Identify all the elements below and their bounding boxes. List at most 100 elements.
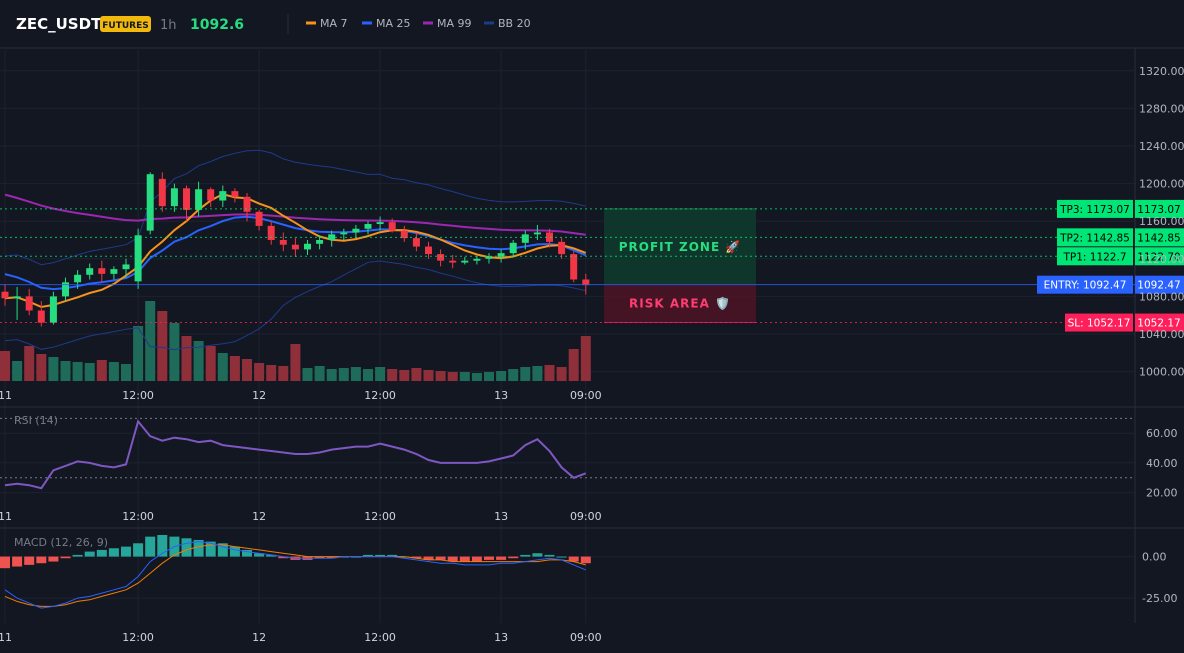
macd-histogram-bar xyxy=(0,556,10,569)
time-tick-label: 12 xyxy=(252,631,266,644)
candle-body xyxy=(195,189,203,210)
volume-bar xyxy=(121,364,131,381)
volume-bar xyxy=(508,369,519,381)
volume-bar xyxy=(459,372,470,381)
volume-bar xyxy=(278,366,289,381)
volume-bar xyxy=(84,363,95,381)
candle-body xyxy=(400,230,408,239)
price-tick-label: 1120.00 xyxy=(1139,253,1184,266)
macd-histogram-bar xyxy=(193,539,204,557)
volume-bar xyxy=(338,368,349,381)
bb-upper-line xyxy=(4,149,586,266)
price-axis-tag-label: 1122.70 xyxy=(1137,251,1180,263)
macd-histogram-bar xyxy=(326,556,337,559)
candle-body xyxy=(485,256,493,259)
price-levels: TP3: 1173.07 1173.07 TP2: 1142.85 1142.85 TP… xyxy=(0,199,1184,332)
price-axis-tag-tp1 xyxy=(1135,247,1184,266)
macd-histogram-bar xyxy=(278,556,289,559)
candle-body xyxy=(291,244,299,250)
last-price: 1092.6 xyxy=(190,17,244,33)
volume-bar xyxy=(254,363,265,381)
macd-histogram-bar xyxy=(580,556,591,564)
time-axis-1: 11 12:00 12 12:00 13 09:00 xyxy=(0,510,602,523)
volume-bar xyxy=(108,362,119,381)
volume-bar xyxy=(72,362,83,381)
symbol-name[interactable]: ZEC_USDT xyxy=(16,15,102,33)
macd-histogram-bar xyxy=(229,546,240,557)
price-axis-tag-entry xyxy=(1135,275,1184,294)
volume-bar xyxy=(217,353,228,381)
legend-label[interactable]: MA 25 xyxy=(376,17,411,30)
macd-histogram-bar xyxy=(145,536,156,557)
candle-body xyxy=(219,191,227,201)
candle-body xyxy=(352,228,360,233)
candle-body xyxy=(509,242,517,254)
interval-label[interactable]: 1h xyxy=(160,18,177,33)
time-tick-label: 12:00 xyxy=(122,510,154,523)
volume-bar xyxy=(133,326,144,381)
candle-body xyxy=(449,260,457,263)
volume-bar xyxy=(36,354,47,381)
candle-body xyxy=(412,238,420,247)
time-tick-label: 09:00 xyxy=(570,510,602,523)
volume-bar xyxy=(520,367,531,381)
volume-bar xyxy=(157,311,168,381)
candle-body xyxy=(13,296,21,299)
volume-bar xyxy=(580,336,591,381)
candle-body xyxy=(170,188,178,207)
profit-zone xyxy=(604,208,756,285)
candle-body xyxy=(437,254,445,261)
volume-bar xyxy=(532,366,543,381)
price-tick-label: 1040.00 xyxy=(1139,328,1184,341)
candle-body xyxy=(74,274,82,283)
macd-histogram-bar xyxy=(423,556,434,560)
macd-histogram-bar xyxy=(48,556,59,562)
macd-histogram-bar xyxy=(96,549,107,557)
time-tick-label: 12:00 xyxy=(364,510,396,523)
volume-bar xyxy=(350,367,361,381)
macd-histogram-bar xyxy=(266,554,277,557)
legend-label[interactable]: MA 99 xyxy=(437,17,472,30)
volume-bar xyxy=(496,371,507,381)
price-tick-label: 1240.00 xyxy=(1139,140,1184,153)
volume-bar xyxy=(435,371,446,381)
level-tag-tp1 xyxy=(1057,247,1133,266)
level-tag-label: TP2: 1142.85 xyxy=(1059,232,1130,244)
time-axis-0: 11 12:00 12 12:00 13 09:00 xyxy=(0,389,602,402)
profit-zone-label: PROFIT ZONE 🚀 xyxy=(619,240,742,254)
time-tick-label: 11 xyxy=(0,510,12,523)
macd-histogram-bar xyxy=(157,534,168,557)
candle-body xyxy=(243,196,251,212)
time-axis-2: 11 12:00 12 12:00 13 09:00 xyxy=(0,631,602,644)
rsi-line xyxy=(4,419,587,490)
macd-pane: MACD (12, 26, 9) 0.00 -25.00 xyxy=(0,534,1177,609)
price-tick-label: 1200.00 xyxy=(1139,178,1184,191)
candle-body xyxy=(497,253,505,257)
time-tick-label: 09:00 xyxy=(570,631,602,644)
macd-histogram-bar xyxy=(484,556,494,560)
macd-histogram-bar xyxy=(205,541,216,557)
candle-body xyxy=(304,243,311,250)
price-tick-label: 1160.00 xyxy=(1139,215,1184,228)
candle-body xyxy=(231,191,239,197)
candle-body xyxy=(122,264,130,270)
volume-bar xyxy=(290,344,301,381)
macd-histogram-bar xyxy=(217,543,228,557)
candle-body xyxy=(1,291,9,299)
legend-label[interactable]: MA 7 xyxy=(320,17,348,30)
candle-body xyxy=(267,225,275,240)
candle-body xyxy=(340,232,348,235)
macd-title: MACD (12, 26, 9) xyxy=(14,536,108,549)
level-tag-tp2 xyxy=(1057,228,1133,247)
candle-body xyxy=(25,296,33,311)
candle-body xyxy=(183,188,190,210)
macd-histogram-bar xyxy=(411,556,422,559)
time-tick-label: 11 xyxy=(0,631,12,644)
volume-bar xyxy=(556,367,567,381)
price-tick-label: 1320.00 xyxy=(1139,65,1184,78)
legend-label[interactable]: BB 20 xyxy=(498,17,531,30)
candle-body xyxy=(158,178,166,207)
macd-tick-label: 0.00 xyxy=(1142,551,1167,564)
